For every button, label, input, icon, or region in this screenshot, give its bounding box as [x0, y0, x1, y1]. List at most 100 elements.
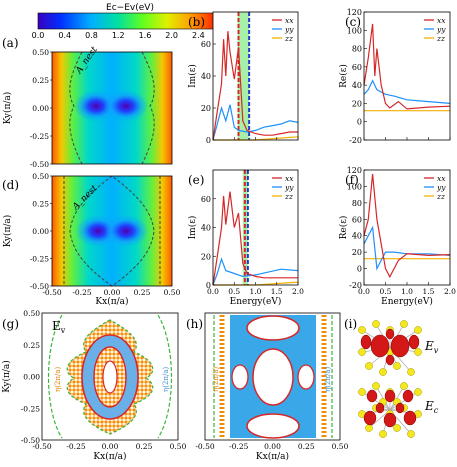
heatmap-a-blob-right	[104, 90, 148, 122]
panel-label-c: (c)	[345, 15, 361, 29]
fermi-xlabel: Kx(π/a)	[256, 451, 289, 462]
ytick-label: 60	[352, 215, 362, 224]
orbital-lobe	[366, 389, 378, 403]
map-xlabel: Kx(π/a)	[95, 296, 128, 307]
fermi-xtick-label: 0.00	[264, 442, 281, 451]
orbital-lobe	[360, 334, 372, 350]
fermi-xtick-label: -0.50	[32, 442, 51, 451]
ytick-label: 0	[357, 118, 362, 127]
legend-label-yy: yy	[436, 25, 446, 34]
atom-yellow	[407, 368, 415, 376]
spectra-panels: 0204060Im(ε)xxyyzz120100806040200-20Re(ε…	[187, 8, 456, 307]
map-ytick-label: -0.25	[30, 132, 49, 141]
atom-yellow	[358, 388, 366, 396]
orbital-panel-i: (i) Ev Ec	[344, 317, 439, 438]
xtick-label: 1.5	[271, 287, 283, 296]
ytick-label: 100	[347, 182, 362, 191]
legend-label-zz: zz	[436, 34, 445, 43]
ytick-label: 20	[201, 104, 211, 113]
fermi-ylabel: Ky(π/a)	[1, 360, 12, 393]
fermi-panel-g: (g) Ev η(2π/a) η(2π/a)	[2, 312, 179, 441]
atom-yellow	[414, 388, 422, 396]
atom-yellow	[414, 348, 422, 356]
heatmap-axes: 0.500.250.00-0.25-0.50Ky(π/a)0.500.250.0…	[1, 48, 349, 462]
fermi-g-center	[102, 360, 118, 394]
series-line-yy	[212, 257, 299, 286]
ytick-label: 20	[352, 99, 362, 108]
spectrum-panel-f: 120 100 80 60 40 20 0 -20 Re(ε) 0.0 0.5 1.0 1.5 2.0 En…	[338, 166, 456, 307]
ytick-label: 0	[357, 265, 362, 274]
fermi-ytick-label: 0.25	[23, 341, 40, 350]
xlabel: Energy(eV)	[381, 296, 433, 307]
colorbar-tick-label: 2.4	[192, 31, 205, 40]
legend-label-zz: zz	[436, 192, 445, 201]
panel-label-h: (h)	[186, 317, 203, 331]
heatmap-d-blob-right	[104, 215, 148, 247]
orbital-lobe	[370, 334, 390, 358]
series-line-yy	[363, 225, 451, 271]
orbital-ec-label: Ec	[424, 399, 439, 415]
map-ytick-label: 0.00	[32, 104, 49, 113]
ytick-label: 40	[201, 72, 211, 81]
colorbar-title: Ec−Ev(eV)	[106, 3, 154, 13]
map-ytick-label: -0.25	[30, 255, 49, 264]
fermi-ytick-label: -0.25	[21, 404, 40, 413]
series-line-yy	[212, 104, 299, 141]
atom-yellow	[379, 368, 387, 376]
heatmap-a-nest-contour	[69, 51, 155, 165]
fermi-h-pocket-left	[231, 364, 249, 390]
fermi-h-pocket-top	[246, 315, 300, 341]
atom-yellow	[365, 362, 373, 370]
legend-label-zz: zz	[284, 34, 293, 43]
ytick-label: 80	[352, 199, 362, 208]
bond	[361, 391, 391, 411]
orbital-lobe	[384, 389, 396, 403]
map-ylabel: Ky(π/a)	[2, 92, 13, 125]
orbital-lobe	[385, 328, 395, 340]
fermi-h-pocket-center	[252, 348, 294, 406]
atom-yellow	[372, 382, 380, 390]
orbital-structures	[358, 320, 422, 438]
legend-label-yy: yy	[284, 25, 294, 34]
fermi-xtick-label: 0.00	[102, 442, 119, 451]
ytick-label: 20	[201, 252, 211, 261]
fermi-panel-h: (h) η(2π/a) η(2π/a)	[186, 312, 341, 441]
legend-label-xx: xx	[437, 174, 446, 183]
ytick-label: 40	[201, 224, 211, 233]
orbital-lobe	[363, 410, 377, 426]
legend-label-xx: xx	[285, 174, 294, 183]
map-ytick-label: 0.25	[32, 200, 49, 209]
series-line-xx	[212, 31, 298, 141]
spectrum-plot-area	[213, 170, 298, 285]
legend-label-zz: zz	[284, 192, 293, 201]
fermi-h-side-right: η(2π/a)	[324, 366, 332, 392]
xtick-label: 2.0	[292, 287, 304, 296]
highlight-band	[237, 12, 250, 140]
atom-yellow	[372, 320, 380, 328]
series-line-xx	[363, 174, 451, 279]
orbital-lobe	[403, 410, 417, 426]
legend-label-yy: yy	[284, 183, 294, 192]
map-xtick-label: -0.25	[72, 288, 91, 297]
ytick-label: 0	[206, 281, 211, 290]
fermi-xtick-label: 0.25	[136, 442, 153, 451]
bond	[375, 385, 391, 411]
xtick-label: 2.0	[444, 287, 456, 296]
legend-label-xx: xx	[285, 16, 294, 25]
panel-label-a: (a)	[2, 36, 19, 50]
colorbar: Ec−Ev(eV) 0.00.40.81.21.62.02.42.8	[32, 3, 232, 40]
map-ytick-label: -0.50	[30, 282, 49, 291]
ytick-label: 120	[347, 166, 362, 175]
map-ytick-label: 0.50	[32, 172, 49, 181]
atom-yellow	[358, 326, 366, 334]
fermi-xtick-label: -0.50	[195, 442, 214, 451]
map-ytick-label: 0.25	[32, 76, 49, 85]
spectrum-panel-e: 0 20 40 60 Im(ε) 0.0 0.5 1.0 1.5 2.0 Energy(eV) xxy…	[187, 169, 304, 307]
map-xtick-label: 0.25	[134, 288, 151, 297]
atom-yellow	[393, 362, 401, 370]
xtick-label: 0.5	[380, 287, 392, 296]
fermi-xlabel: Kx(π/a)	[93, 451, 126, 462]
ytick-label: 120	[347, 8, 362, 17]
map-xtick-label: -0.50	[42, 288, 61, 297]
